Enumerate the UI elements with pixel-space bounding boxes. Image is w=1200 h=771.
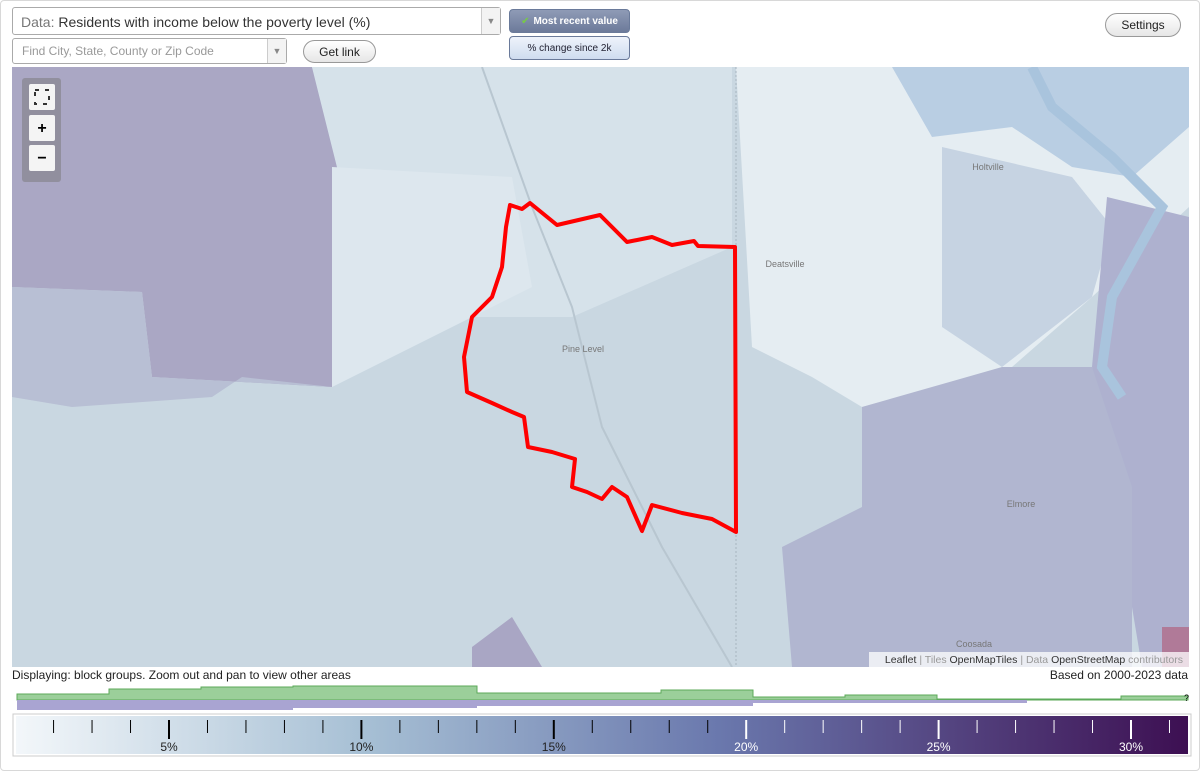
dropdown-arrow: ▼ (481, 8, 500, 34)
region (782, 367, 1132, 667)
selected-area-outline (462, 201, 738, 534)
help-icon[interactable]: ? (1184, 693, 1189, 703)
map[interactable]: Holtville Deatsville Pine Level Elmore C… (12, 67, 1189, 667)
histogram: ? (16, 685, 1189, 710)
fullscreen-icon (34, 89, 50, 105)
place-label: Holtville (972, 162, 1004, 172)
data-prefix: Data: (21, 14, 55, 30)
attribution-link[interactable]: OpenMapTiles (950, 654, 1018, 666)
legend-gradient (16, 716, 1188, 754)
road (481, 67, 733, 667)
attribution-link[interactable]: Leaflet (885, 654, 917, 666)
display-note: Displaying: block groups. Zoom out and p… (12, 668, 351, 682)
dropdown-arrow: ▼ (267, 39, 286, 63)
attribution-bg (869, 652, 1189, 667)
data-range-note: Based on 2000-2023 data (1049, 668, 1188, 682)
histogram-purple (17, 700, 1027, 710)
legend-label: 10% (349, 740, 373, 754)
data-value: Residents with income below the poverty … (58, 14, 371, 30)
attribution-text: Tiles (925, 654, 947, 666)
river (1027, 67, 1169, 400)
attribution-link[interactable]: OpenStreetMap (1051, 654, 1125, 666)
legend-label: 30% (1119, 740, 1143, 754)
place-label: Pine Level (562, 344, 604, 354)
attribution-text: Data (1026, 654, 1048, 666)
zoom-out-button[interactable] (29, 145, 55, 171)
place-label: Elmore (1007, 499, 1036, 509)
settings-button[interactable]: Settings (1105, 13, 1181, 37)
search-box[interactable]: Find City, State, County or Zip Code ▼ (12, 38, 287, 64)
region (12, 287, 332, 407)
check-icon: ✔ (521, 15, 530, 27)
attribution-text: contributors (1128, 654, 1183, 666)
zoom-in-button[interactable] (29, 115, 55, 141)
get-link-button[interactable]: Get link (303, 40, 376, 63)
place-labels: Holtville Deatsville Pine Level Elmore C… (562, 162, 1035, 649)
change-toggle[interactable]: % change since 2k (509, 36, 630, 60)
legend-label: 25% (927, 740, 951, 754)
data-select[interactable]: Data: Residents with income below the po… (12, 7, 501, 35)
search-placeholder: Find City, State, County or Zip Code (22, 44, 214, 58)
fullscreen-button[interactable] (29, 84, 55, 110)
zoom-in-icon: + (37, 120, 46, 137)
region (12, 67, 347, 387)
region (472, 617, 542, 667)
place-label: Deatsville (765, 259, 804, 269)
zoom-out-icon: − (37, 150, 46, 167)
legend-label: 15% (542, 740, 566, 754)
attribution: Leaflet | Tiles OpenMapTiles | Data Open… (885, 654, 1183, 666)
most-recent-toggle[interactable]: ✔ Most recent value (509, 9, 630, 33)
region (942, 147, 1112, 367)
water (892, 67, 1189, 177)
legend: 5% 10% 15% 20% 25% 30% (12, 713, 1192, 757)
region (332, 167, 532, 387)
legend-label: 5% (160, 740, 178, 754)
legend-label: 20% (734, 740, 758, 754)
most-recent-label: Most recent value (533, 15, 618, 27)
histogram-green (16, 685, 1189, 701)
region (1092, 197, 1189, 667)
place-label: Coosada (956, 639, 992, 649)
